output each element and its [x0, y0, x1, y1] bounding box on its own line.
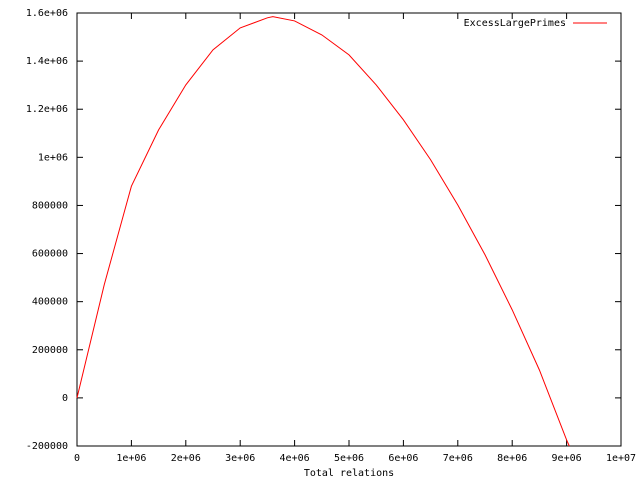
x-tick-label: 3e+06	[225, 453, 255, 464]
y-tick-label: 0	[62, 393, 68, 404]
y-tick-label: 1.2e+06	[26, 104, 68, 115]
y-tick-label: 1e+06	[38, 152, 68, 163]
y-tick-label: -200000	[26, 441, 68, 452]
x-tick-label: 1e+07	[606, 453, 636, 464]
x-tick-label: 4e+06	[280, 453, 310, 464]
data-line	[76, 16, 570, 447]
y-tick-label: 1.6e+06	[26, 8, 68, 19]
legend-label: ExcessLargePrimes	[464, 18, 566, 29]
x-tick-label: 1e+06	[116, 453, 146, 464]
x-tick-label: 9e+06	[552, 453, 582, 464]
x-tick-label: 8e+06	[497, 453, 527, 464]
y-tick-label: 400000	[32, 297, 68, 308]
x-tick-label: 0	[74, 453, 80, 464]
y-tick-label: 800000	[32, 200, 68, 211]
x-tick-label: 2e+06	[171, 453, 201, 464]
plot-frame	[76, 12, 622, 447]
y-tick-label: 600000	[32, 249, 68, 260]
x-tick-label: 6e+06	[388, 453, 418, 464]
x-axis-label: Total relations	[304, 468, 394, 479]
y-tick-label: 1.4e+06	[26, 56, 68, 67]
x-tick-label: 7e+06	[443, 453, 473, 464]
x-tick-label: 5e+06	[334, 453, 364, 464]
y-tick-label: 200000	[32, 345, 68, 356]
